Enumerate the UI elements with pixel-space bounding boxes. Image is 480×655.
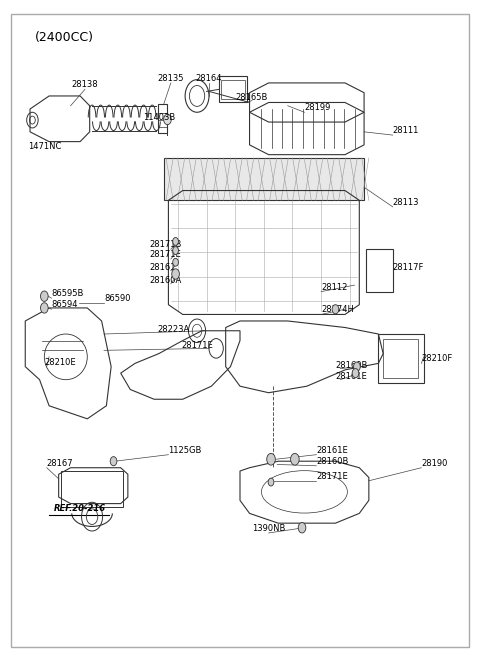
Text: 28165B: 28165B [236,94,268,102]
Text: 86595B: 86595B [51,289,84,298]
Circle shape [332,305,339,314]
Bar [164,158,364,200]
Circle shape [268,478,274,486]
Text: 28171E: 28171E [316,472,348,481]
Text: 28161E: 28161E [336,372,367,381]
Circle shape [173,258,179,266]
Bar [378,334,424,383]
Text: 28138: 28138 [72,81,98,90]
Text: 28167: 28167 [47,458,73,468]
Text: (2400CC): (2400CC) [35,31,94,44]
Text: 28171E: 28171E [149,250,181,259]
Text: 28161E: 28161E [316,445,348,455]
Circle shape [267,453,276,465]
Bar [61,471,123,507]
Bar [383,339,418,379]
Text: 86594: 86594 [51,300,78,309]
Circle shape [164,114,171,124]
Circle shape [173,238,179,246]
Bar [221,80,245,99]
Text: 1471NC: 1471NC [28,142,61,151]
Text: 28135: 28135 [157,74,184,83]
Text: 28160A: 28160A [149,276,181,285]
Bar [366,250,393,291]
Circle shape [173,247,179,254]
Text: 86590: 86590 [104,293,131,303]
Circle shape [40,291,48,301]
Text: 28164: 28164 [196,74,222,83]
Text: 1390NB: 1390NB [252,524,285,533]
Text: 28160B: 28160B [316,457,349,466]
Text: 28117F: 28117F [393,263,424,272]
Text: 11403B: 11403B [143,113,175,122]
Text: 28210E: 28210E [44,358,76,367]
Circle shape [352,369,359,378]
Text: 1125GB: 1125GB [168,445,202,455]
Text: 28174H: 28174H [321,305,354,314]
Text: 28199: 28199 [304,103,331,112]
Text: 28171E: 28171E [181,341,213,350]
Text: 28161: 28161 [149,263,176,272]
Text: 28190: 28190 [421,458,448,468]
Circle shape [354,362,360,371]
Text: 28160B: 28160B [336,361,368,370]
Circle shape [172,269,180,279]
Circle shape [110,457,117,466]
Bar [218,77,247,102]
Bar [158,104,167,133]
Text: 28171B: 28171B [149,240,182,250]
Text: 28112: 28112 [321,282,348,291]
Text: 28223A: 28223A [157,325,189,334]
Text: REF.20-216: REF.20-216 [54,504,106,514]
Text: 28210F: 28210F [421,354,453,364]
Circle shape [40,303,48,313]
Text: 28113: 28113 [393,198,419,207]
Circle shape [290,453,299,465]
Circle shape [298,523,306,533]
Text: 28111: 28111 [393,126,419,135]
